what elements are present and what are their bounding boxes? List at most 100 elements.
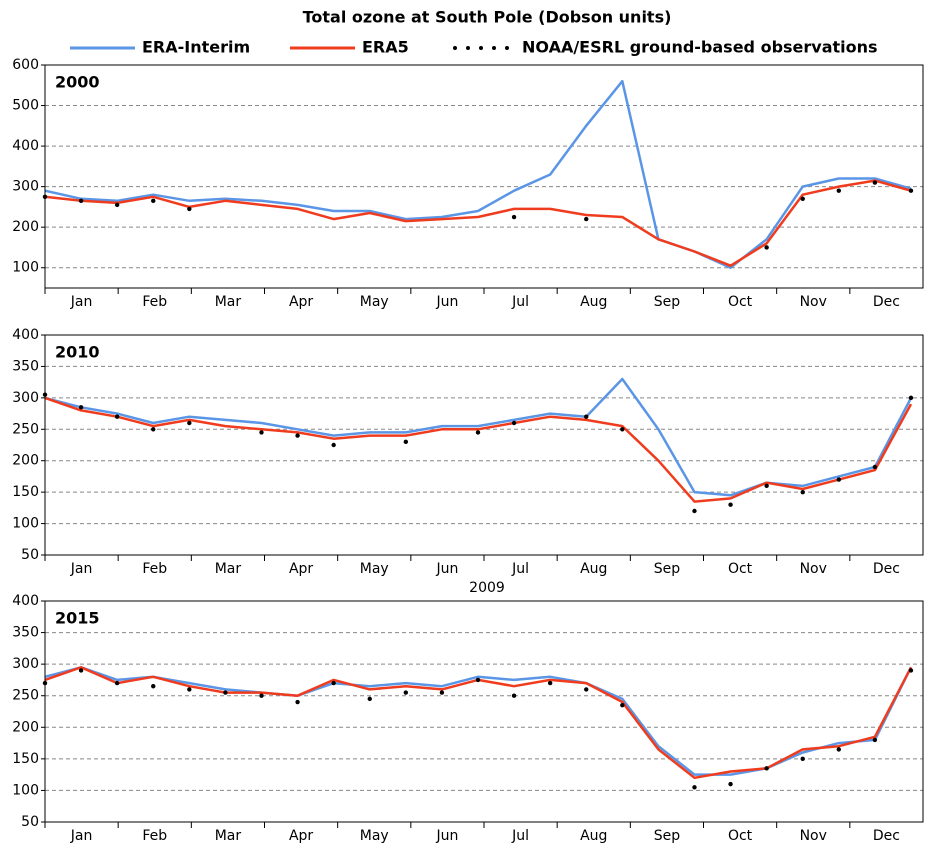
observation-dot — [692, 508, 697, 514]
observation-dot — [223, 690, 228, 695]
x-tick-label: Aug — [580, 828, 607, 844]
x-tick-label: Jul — [511, 828, 529, 844]
x-tick-label: May — [360, 294, 389, 310]
observation-dot — [403, 439, 409, 445]
y-tick-label: 300 — [12, 390, 39, 406]
observation-dot — [908, 395, 914, 401]
observation-dot — [114, 414, 120, 419]
x-tick-label: Feb — [142, 828, 167, 844]
observation-dot — [908, 188, 914, 193]
x-tick-label: Nov — [800, 561, 827, 577]
observation-dot — [187, 420, 192, 426]
observation-dot — [764, 766, 769, 771]
observation-dot — [114, 202, 120, 208]
x-tick-label: Aug — [580, 294, 607, 310]
legend-dot — [505, 46, 509, 50]
x-tick-label: Sep — [654, 294, 681, 310]
y-tick-label: 100 — [12, 782, 39, 798]
observation-dot — [78, 198, 84, 204]
observation-dot — [403, 690, 409, 695]
series-line — [44, 79, 912, 269]
legend-label: ERA5 — [362, 38, 409, 57]
legend-dot — [479, 46, 483, 50]
observation-dot — [331, 680, 336, 686]
x-tick-label: Apr — [289, 294, 313, 310]
y-tick-label: 500 — [12, 98, 39, 114]
observation-dot — [295, 433, 300, 438]
observation-dot — [367, 696, 372, 702]
plot-frame — [44, 64, 924, 289]
y-tick-label: 200 — [12, 219, 39, 235]
panel-label: 2010 — [55, 343, 100, 362]
legend-label: ERA-Interim — [142, 38, 250, 57]
x-tick-label: May — [360, 828, 389, 844]
observation-dot — [872, 180, 878, 185]
chart-title: Total ozone at South Pole (Dobson units) — [303, 8, 672, 27]
x-tick-label: Mar — [215, 828, 242, 844]
observation-dot — [620, 702, 625, 708]
y-tick-label: 150 — [12, 484, 39, 500]
observation-dot — [259, 693, 264, 698]
annotation: 2009 — [469, 580, 505, 596]
legend-dot — [492, 46, 496, 50]
y-tick-label: 250 — [12, 688, 39, 704]
x-tick-label: Jun — [435, 828, 458, 844]
x-tick-label: Dec — [873, 561, 900, 577]
observation-dot — [511, 214, 517, 220]
y-tick-label: 300 — [12, 179, 39, 195]
y-tick-label: 400 — [12, 593, 39, 609]
observation-dot — [728, 781, 733, 787]
y-tick-label: 350 — [12, 625, 39, 641]
y-tick-label: 400 — [12, 327, 39, 343]
observation-dot — [439, 690, 445, 695]
observation-dot — [151, 684, 156, 689]
x-tick-label: Feb — [142, 561, 167, 577]
x-tick-label: May — [360, 561, 389, 577]
x-tick-label: Jan — [70, 561, 93, 577]
observation-dot — [511, 420, 517, 426]
observation-dot — [187, 206, 192, 212]
observation-dot — [78, 668, 84, 673]
y-tick-label: 200 — [12, 719, 39, 735]
x-tick-label: Mar — [215, 561, 242, 577]
x-tick-label: Dec — [873, 294, 900, 310]
y-tick-label: 350 — [12, 358, 39, 374]
observation-dot — [800, 756, 805, 762]
observation-dot — [836, 188, 842, 193]
x-tick-label: Nov — [800, 294, 827, 310]
observation-dot — [511, 693, 517, 698]
series-line — [44, 377, 913, 497]
x-tick-label: Jan — [70, 294, 93, 310]
observation-dot — [584, 216, 589, 222]
y-tick-label: 400 — [12, 138, 39, 154]
legend-label: NOAA/ESRL ground-based observations — [522, 38, 878, 57]
x-tick-label: Jul — [511, 561, 529, 577]
y-tick-label: 250 — [12, 421, 39, 437]
observation-dot — [728, 502, 733, 507]
observation-dot — [151, 427, 156, 432]
x-tick-label: Apr — [289, 561, 313, 577]
observation-dot — [78, 405, 84, 410]
y-tick-label: 50 — [21, 547, 39, 563]
x-tick-label: Jun — [435, 561, 458, 577]
x-tick-label: Sep — [654, 561, 681, 577]
panel-label: 2015 — [55, 609, 100, 628]
y-tick-label: 600 — [12, 57, 39, 73]
observation-dot — [800, 196, 805, 201]
observation-dot — [692, 785, 697, 790]
observation-dot — [331, 442, 336, 448]
x-tick-label: Feb — [142, 294, 167, 310]
observation-dot — [584, 687, 589, 692]
legend-dot — [466, 46, 470, 50]
x-tick-label: Aug — [580, 561, 607, 577]
observation-dot — [800, 489, 805, 495]
y-tick-label: 300 — [12, 656, 39, 672]
x-tick-label: Dec — [873, 828, 900, 844]
observation-dot — [764, 245, 769, 250]
observation-dot — [295, 699, 300, 705]
x-tick-label: Sep — [654, 828, 681, 844]
series-line — [44, 396, 913, 503]
observation-dot — [547, 680, 553, 686]
observation-dot — [475, 430, 481, 435]
x-tick-label: Mar — [215, 294, 242, 310]
